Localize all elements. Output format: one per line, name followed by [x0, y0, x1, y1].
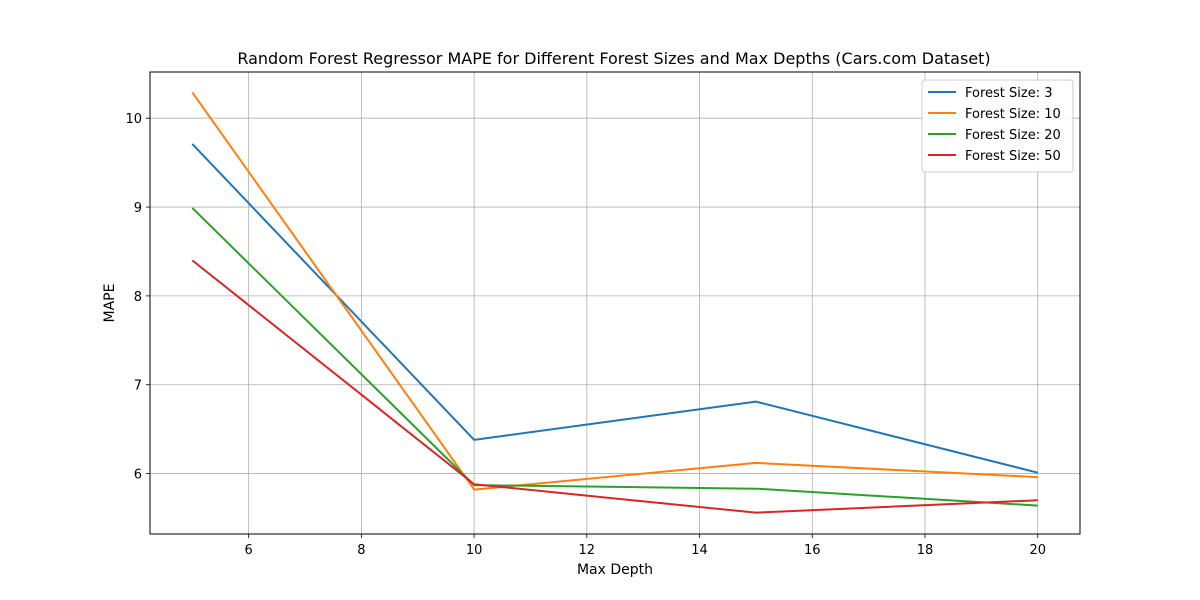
y-axis-label: MAPE — [102, 284, 118, 323]
legend-box — [921, 79, 1074, 173]
x-tick-label: 16 — [804, 543, 821, 558]
legend-entry-label: Forest Size: 50 — [965, 149, 1061, 164]
plot-area-frame — [149, 71, 1081, 535]
series-line-forest-size-50 — [191, 259, 1038, 514]
y-tick-label: 10 — [125, 112, 142, 127]
y-tick-label: 8 — [134, 290, 142, 305]
series-line-forest-size-10 — [191, 91, 1038, 491]
legend-entry-label: Forest Size: 3 — [965, 86, 1053, 101]
series-line-forest-size-20 — [191, 207, 1038, 507]
x-tick-label: 18 — [917, 543, 934, 558]
series-line-forest-size-3 — [191, 143, 1038, 474]
chart-title: Random Forest Regressor MAPE for Differe… — [237, 49, 990, 68]
y-tick-label: 7 — [134, 379, 142, 394]
x-axis-label: Max Depth — [577, 562, 653, 578]
series-lines — [191, 91, 1038, 514]
x-tick-label: 8 — [357, 543, 365, 558]
legend-entry-label: Forest Size: 10 — [965, 107, 1061, 122]
axis-ticks: 6 8 10 12 14 16 18 20 6 7 8 9 10 — [125, 112, 1046, 558]
x-tick-label: 10 — [466, 543, 483, 558]
y-tick-label: 9 — [134, 201, 142, 216]
x-tick-label: 6 — [244, 543, 252, 558]
x-tick-label: 20 — [1029, 543, 1046, 558]
x-tick-label: 14 — [691, 543, 708, 558]
legend: Forest Size: 3 Forest Size: 10 Forest Size… — [921, 79, 1074, 173]
y-tick-label: 6 — [134, 468, 142, 483]
x-tick-label: 12 — [579, 543, 596, 558]
legend-entry-label: Forest Size: 20 — [965, 128, 1061, 143]
